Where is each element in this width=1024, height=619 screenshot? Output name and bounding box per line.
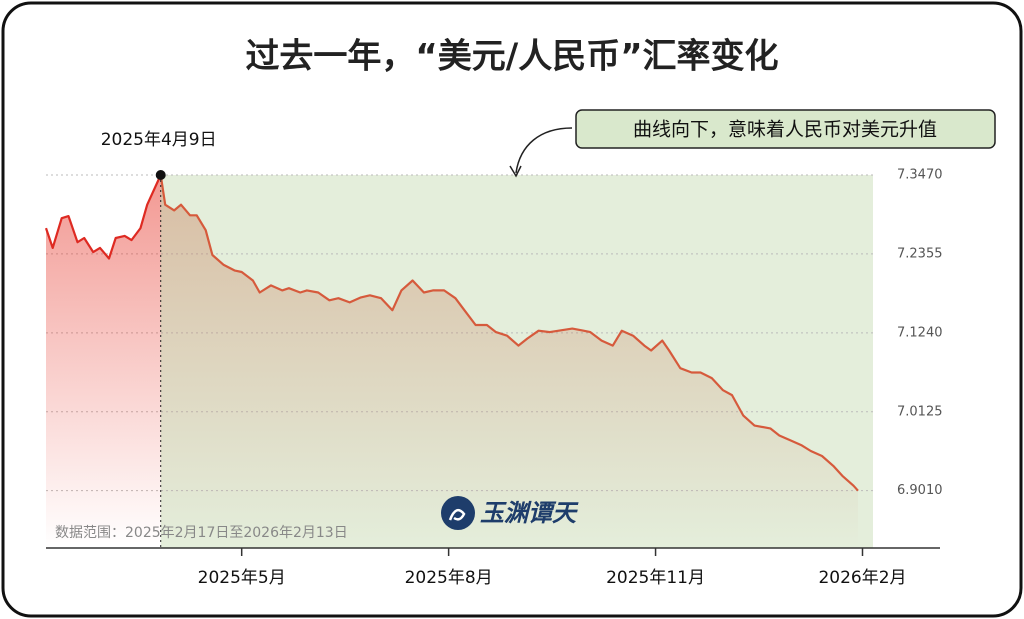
logo-mark — [448, 508, 466, 521]
note: 数据范围：2025年2月17日至2026年2月13日 — [55, 524, 348, 541]
y-tick-label: 7.1240 — [897, 325, 943, 340]
peak-point — [155, 170, 166, 180]
x-tick-label: 2025年11月 — [606, 568, 705, 588]
annotation-arrowhead — [509, 165, 522, 178]
annotation: 曲线向下，意味着人民币对美元升值 — [633, 119, 937, 141]
annotation-box — [575, 109, 996, 149]
chart-title: 过去一年，“美元/人民币”汇率变化 — [245, 37, 778, 77]
y-tick-label: 6.9010 — [897, 483, 943, 498]
plot: 7.3470 7.2355 7.1240 7.0125 6.9010 2025年5月 202… — [44, 130, 943, 588]
y-tick-label: 7.3470 — [897, 168, 943, 183]
peak-label: 2025年4月9日 — [101, 130, 217, 150]
area — [46, 175, 161, 548]
line — [44, 173, 859, 492]
y-tick-label: 7.0125 — [897, 404, 943, 419]
x-tick-label: 2025年5月 — [198, 568, 286, 588]
x-tick-label: 2026年2月 — [818, 568, 906, 588]
annotation-arrow — [515, 127, 573, 174]
logo-icon — [441, 496, 475, 530]
logo-text: 玉渊谭天 — [480, 499, 579, 527]
x-tick-label: 2025年8月 — [405, 568, 493, 588]
y-tick-label: 7.2355 — [897, 246, 943, 261]
area — [160, 175, 858, 548]
